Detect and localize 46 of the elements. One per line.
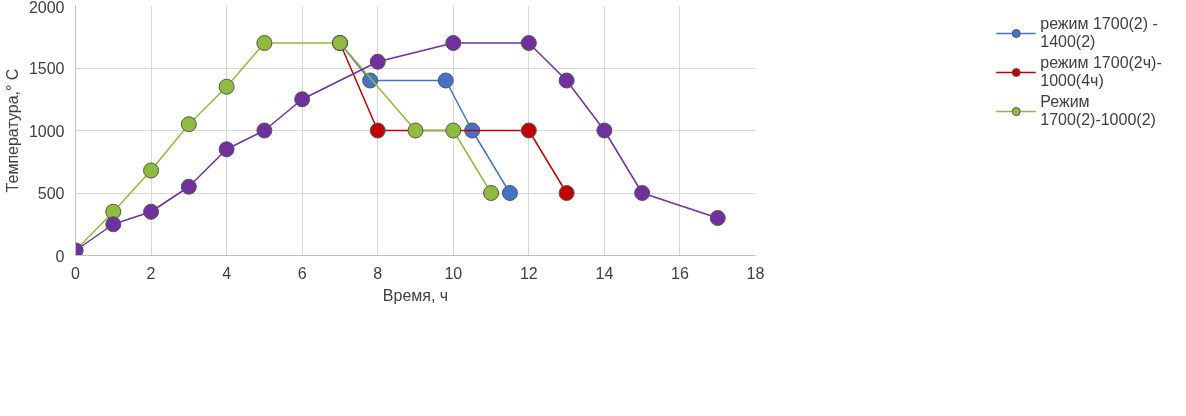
point (105, 216, 122, 233)
point (558, 185, 575, 201)
x-tick-label: 14 (595, 264, 614, 282)
y-tick-label: 500 (37, 185, 65, 202)
point (501, 185, 518, 201)
point (294, 91, 311, 108)
x-tick-label: 0 (71, 264, 81, 282)
point (180, 178, 197, 195)
point (558, 72, 575, 89)
x-tick-label: 10 (444, 264, 463, 282)
point (256, 35, 273, 51)
x-tick-label: 18 (746, 264, 765, 282)
point (445, 122, 462, 139)
legend-label: режим 1700(2) - 1400(2) (1040, 15, 1158, 51)
x-tick-label: 2 (146, 264, 156, 282)
point (369, 122, 386, 139)
point (464, 122, 481, 139)
point (407, 122, 424, 139)
y-tick-label: 0 (55, 247, 65, 265)
point (483, 185, 500, 201)
point (596, 122, 613, 139)
point (437, 72, 454, 89)
point (520, 122, 537, 139)
point (143, 203, 160, 220)
x-tick-label: 6 (297, 264, 307, 282)
x-tick-label: 12 (519, 264, 538, 282)
x-tick-label: 16 (671, 264, 689, 282)
legend-label: режим 1700(2ч)-1000(4ч) (1040, 54, 1162, 90)
x-tick-label: 4 (222, 264, 232, 282)
point (520, 35, 537, 51)
point (445, 35, 462, 51)
y-axis-title: Температура,° С (3, 68, 21, 193)
point (709, 210, 726, 226)
legend-label: Режим 1700(2)-1000(2) (1040, 93, 1156, 129)
point (256, 122, 273, 139)
point (369, 53, 386, 70)
y-tick-label: 1500 (28, 60, 65, 77)
point (143, 162, 160, 179)
x-axis-title: Время, ч (382, 286, 449, 304)
point (634, 185, 651, 201)
point (180, 116, 197, 133)
y-tick-label: 1000 (28, 122, 65, 140)
y-tick-label: 2000 (28, 0, 65, 16)
point (218, 78, 235, 95)
x-tick-label: 8 (373, 264, 383, 282)
point (218, 141, 235, 158)
